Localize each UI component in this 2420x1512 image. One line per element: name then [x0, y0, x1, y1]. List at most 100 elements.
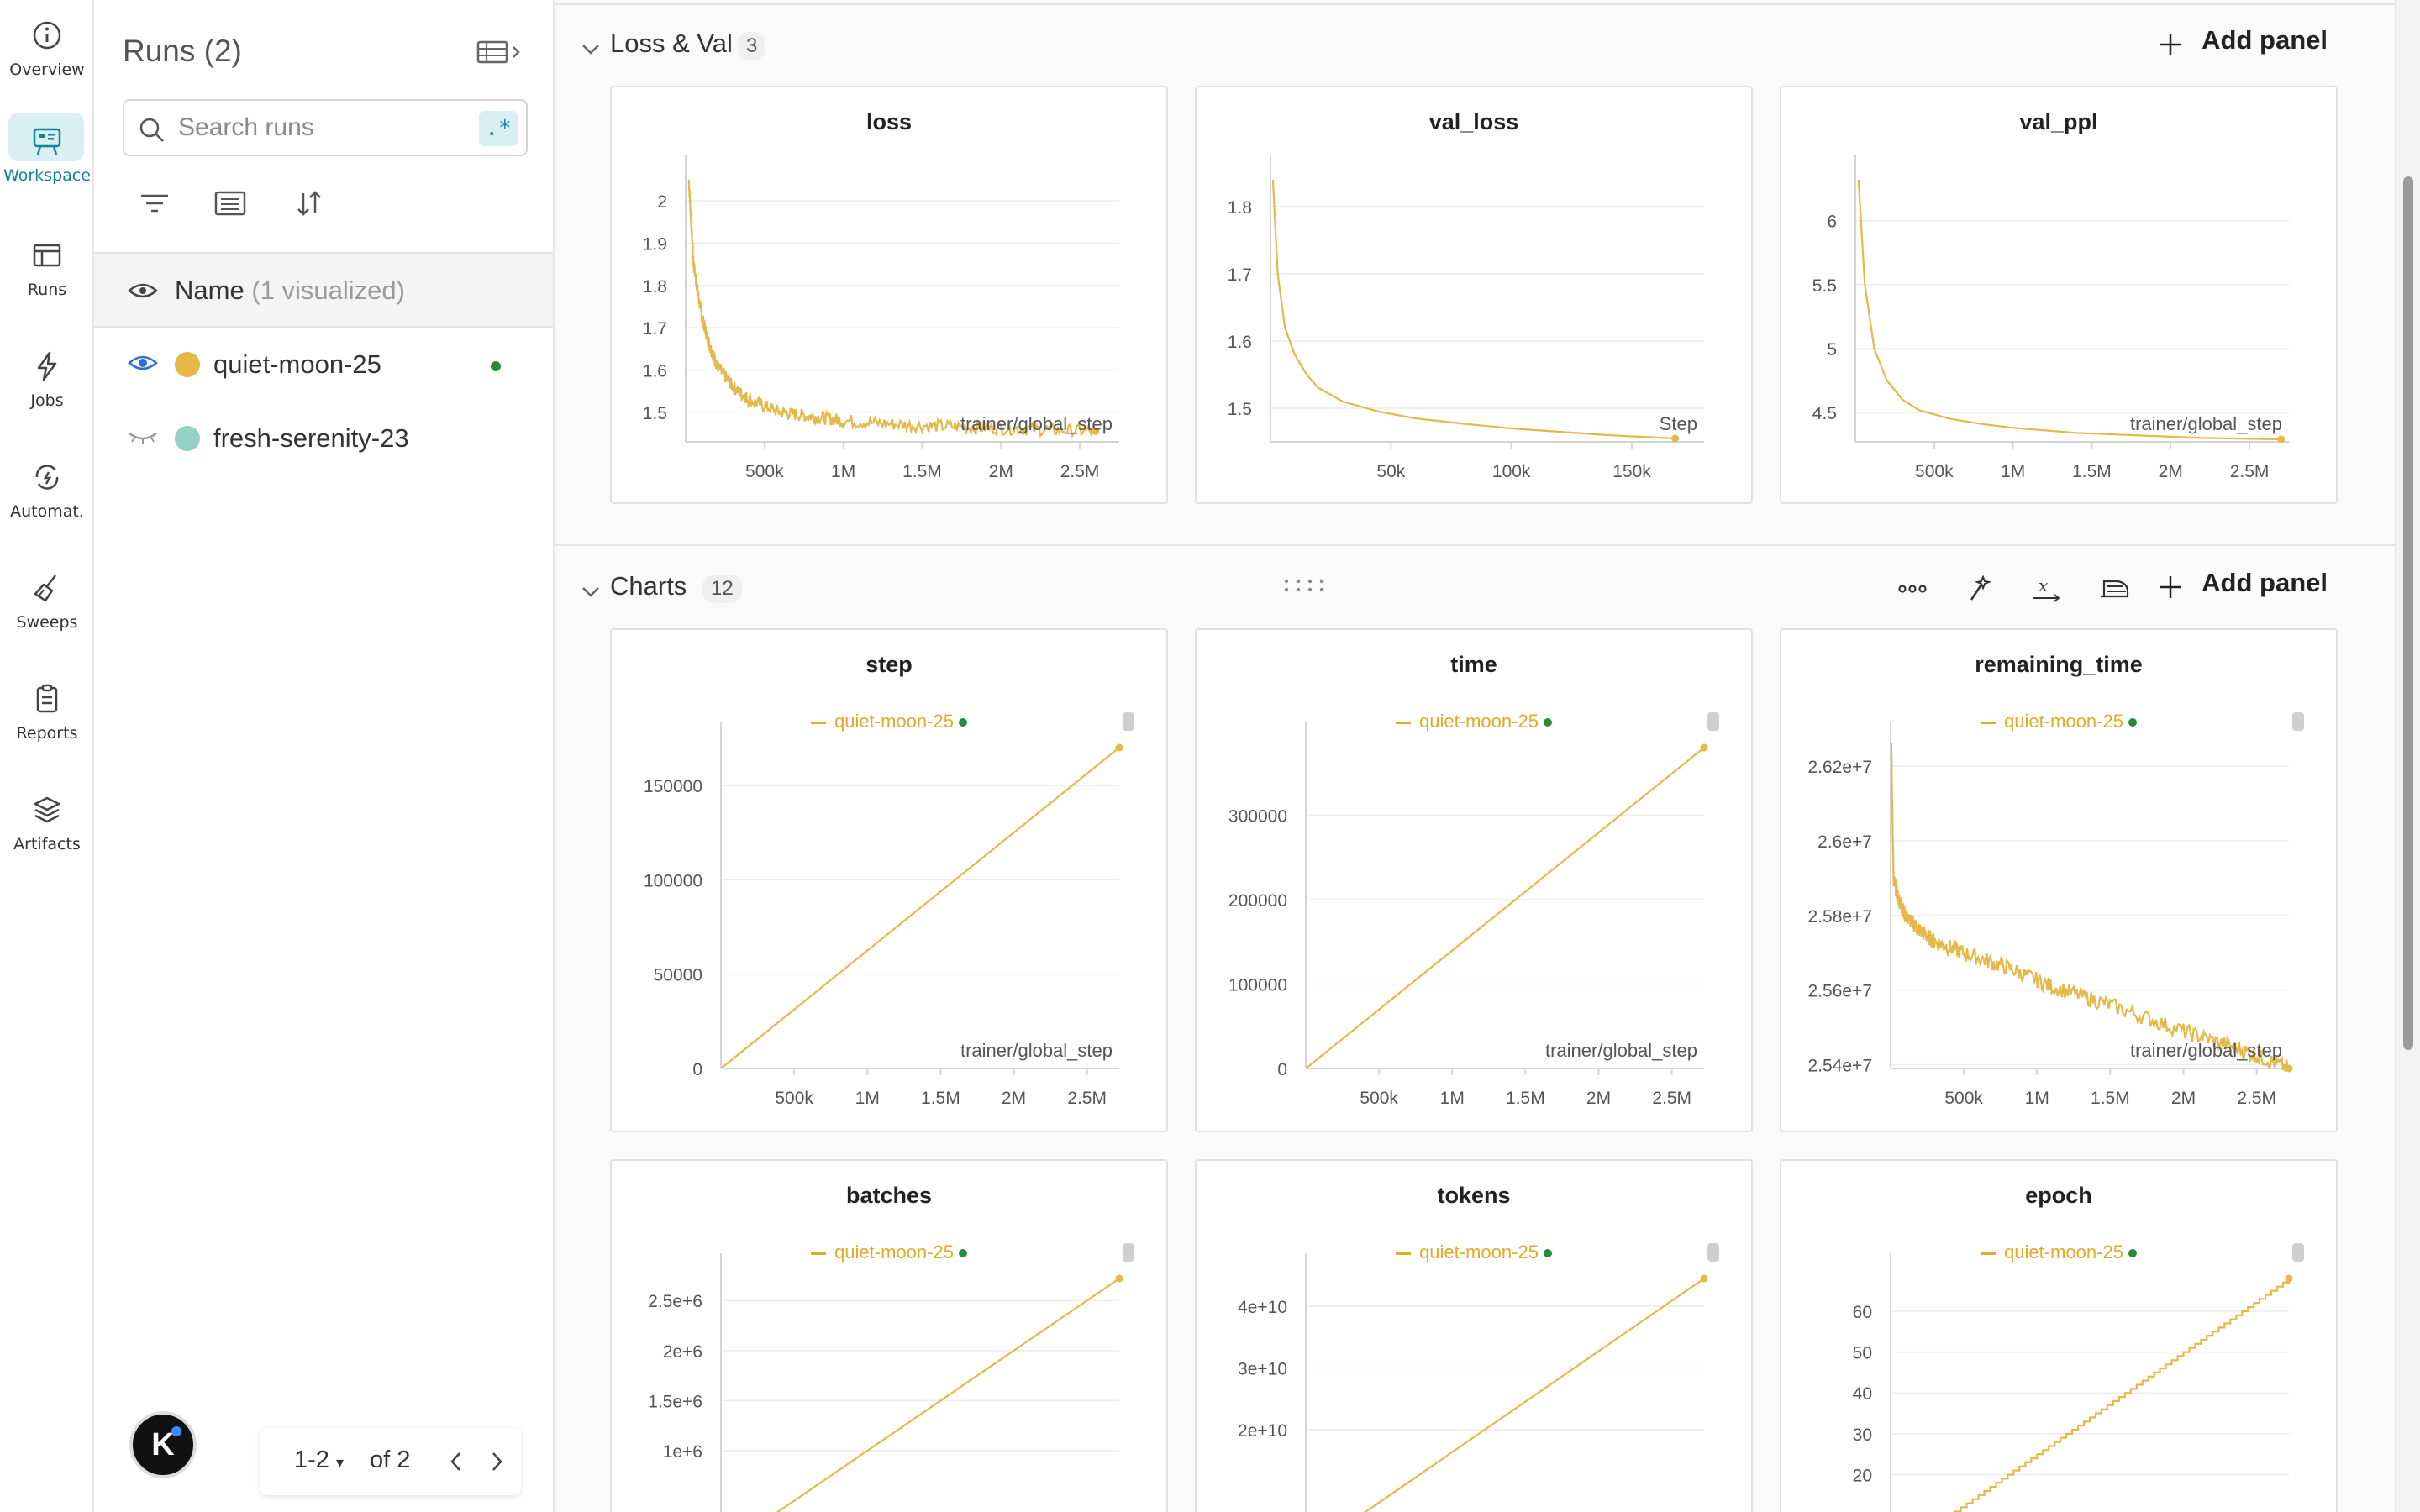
chart-panel-tokens[interactable]: tokens quiet-moon-25 4e+10 3e+10 2e+10: [1195, 1159, 1753, 1512]
table-toggle-icon[interactable]: [476, 37, 523, 67]
chart-panel-remaining-time[interactable]: remaining_time quiet-moon-25 2.62e+7 2.6e+7…: [1780, 628, 2338, 1132]
group-icon[interactable]: [213, 188, 247, 218]
y-tick-label: 2.5e+6: [648, 1292, 702, 1311]
chart-panel-epoch[interactable]: epoch quiet-moon-25 60 50 40 30 20: [1780, 1159, 2338, 1512]
chart-legend: quiet-moon-25: [1781, 1242, 2336, 1263]
chart-panel-batches[interactable]: batches quiet-moon-25 2.5e+6 2e+6 1.5e+6 1e+6: [610, 1159, 1168, 1512]
series-end-point: [1700, 743, 1708, 752]
chevron-right-icon[interactable]: [487, 1448, 506, 1475]
eye-icon[interactable]: [128, 281, 158, 301]
filter-icon[interactable]: [138, 188, 171, 218]
plus-icon: [2160, 34, 2182, 55]
chart-panel-step[interactable]: step quiet-moon-25 150000 100000 50000 0 500k 1…: [610, 628, 1168, 1132]
section-header-loss-val[interactable]: Loss & Val 3 Add panel: [555, 13, 2395, 81]
x-axis-label: trainer/global_step: [1545, 1040, 1697, 1061]
legend-run-name: quiet-moon-25: [2004, 1242, 2123, 1263]
chevron-left-icon[interactable]: [447, 1448, 466, 1475]
legend-toggle[interactable]: [2292, 712, 2304, 731]
chart-title: remaining_time: [1975, 652, 2143, 677]
legend-line: [811, 1252, 827, 1255]
name-column-header[interactable]: Name (1 visualized): [94, 252, 553, 328]
sort-icon[interactable]: [292, 188, 326, 218]
panel-count-badge: 3: [738, 32, 766, 60]
section-header-charts[interactable]: Charts 12 Add panel: [555, 556, 2395, 623]
x-tick-label: 1M: [855, 1089, 880, 1108]
add-panel-button[interactable]: Add panel: [2160, 568, 2328, 610]
series-end-point: [1115, 1274, 1123, 1283]
smoothing-icon[interactable]: [2097, 575, 2131, 603]
y-tick-label: 100000: [644, 871, 702, 890]
search-input[interactable]: [178, 111, 455, 144]
y-tick-label: 40: [1853, 1384, 1872, 1404]
chart-legend: quiet-moon-25: [1197, 1242, 1751, 1263]
eye-icon[interactable]: [128, 353, 158, 373]
chart-panel-val-loss[interactable]: val_loss 1.8 1.7 1.6 1.5 50k 100k 150k Step: [1195, 86, 1753, 504]
chevron-down-icon[interactable]: [580, 39, 602, 60]
page-range-select[interactable]: 1-2 ▾: [294, 1446, 344, 1474]
run-row[interactable]: quiet-moon-25: [94, 328, 553, 402]
x-axis-icon[interactable]: x: [2030, 575, 2064, 603]
nav-label: Artifacts: [13, 835, 81, 853]
legend-toggle[interactable]: [1707, 1243, 1719, 1262]
more-options-icon[interactable]: [1896, 575, 1929, 603]
nav-reports[interactable]: Reports: [0, 670, 94, 763]
series-end-point: [1700, 1274, 1708, 1283]
nav-label: Reports: [16, 724, 78, 743]
chart-panel-time[interactable]: time quiet-moon-25 300000 200000 100000 0 500k…: [1195, 628, 1753, 1132]
legend-status-dot: [958, 718, 967, 727]
nav-overview[interactable]: Overview: [0, 7, 94, 99]
chart-title: batches: [845, 1183, 933, 1208]
chart-panel-val-ppl[interactable]: val_ppl 6 5.5 5 4.5 500k 1M 1.5M 2M 2.5M trainer/g…: [1780, 86, 2338, 504]
drag-handle-icon[interactable]: [1282, 576, 1328, 595]
legend-toggle[interactable]: [2292, 1243, 2304, 1262]
legend-line: [1396, 721, 1412, 724]
x-tick-label: 1M: [2001, 462, 2025, 481]
x-tick-label: 1.5M: [2072, 462, 2112, 481]
broom-icon: [34, 575, 56, 602]
legend-toggle[interactable]: [1707, 712, 1719, 731]
chart-title: tokens: [1437, 1183, 1511, 1208]
legend-toggle[interactable]: [1123, 712, 1134, 731]
regex-toggle-button[interactable]: .*: [479, 111, 518, 146]
nav-jobs[interactable]: Jobs: [0, 338, 94, 430]
run-name[interactable]: quiet-moon-25: [213, 349, 381, 379]
chevron-down-icon[interactable]: [580, 581, 602, 603]
chart-panel-loss[interactable]: loss 2 1.9 1.8 1.7 1.6 1.5 500k 1M 1.5M 2M 2.5M trai…: [610, 86, 1168, 504]
y-tick-label: 1.9: [643, 234, 667, 254]
series-line: [1857, 179, 2281, 441]
y-tick-label: 30: [1853, 1425, 1872, 1445]
user-avatar[interactable]: K: [129, 1411, 197, 1478]
run-color-dot[interactable]: [175, 352, 200, 377]
nav-workspace[interactable]: Workspace: [0, 113, 94, 205]
run-color-dot[interactable]: [175, 426, 200, 451]
nav-active-bg: [8, 113, 84, 161]
add-panel-button[interactable]: Add panel: [2160, 25, 2328, 67]
pagination: 1-2 ▾ of 2: [260, 1428, 521, 1495]
series-end-point: [1115, 743, 1123, 752]
chart-title: val_loss: [1428, 109, 1519, 134]
nav-runs[interactable]: Runs: [0, 227, 94, 319]
y-tick-label: 0: [1277, 1060, 1287, 1079]
runs-title: Runs (2): [123, 34, 242, 68]
visualized-count: (1 visualized): [251, 276, 405, 305]
y-tick-label: 2.54e+7: [1808, 1057, 1873, 1076]
legend-line: [1396, 1252, 1412, 1255]
magic-wand-icon[interactable]: [1961, 575, 1995, 603]
left-nav: Overview Workspace Runs Jobs Automat. Sw…: [0, 0, 94, 1512]
nav-sweeps[interactable]: Sweeps: [0, 559, 94, 652]
run-name[interactable]: fresh-serenity-23: [213, 423, 409, 453]
nav-automations[interactable]: Automat.: [0, 449, 94, 541]
avatar-badge: [171, 1426, 182, 1436]
eye-off-icon[interactable]: [128, 427, 158, 447]
run-row[interactable]: fresh-serenity-23: [94, 402, 553, 475]
legend-toggle[interactable]: [1123, 1243, 1134, 1262]
main-scrollbar[interactable]: [2395, 0, 2420, 1512]
nav-artifacts[interactable]: Artifacts: [0, 781, 94, 874]
chart-legend: quiet-moon-25: [612, 711, 1166, 732]
y-tick-label: 1.6: [1228, 333, 1252, 352]
x-tick-label: 2M: [989, 462, 1013, 481]
y-tick-label: 20: [1853, 1467, 1872, 1486]
scrollbar-thumb[interactable]: [2403, 176, 2413, 1050]
chart-legend: quiet-moon-25: [1197, 711, 1751, 732]
